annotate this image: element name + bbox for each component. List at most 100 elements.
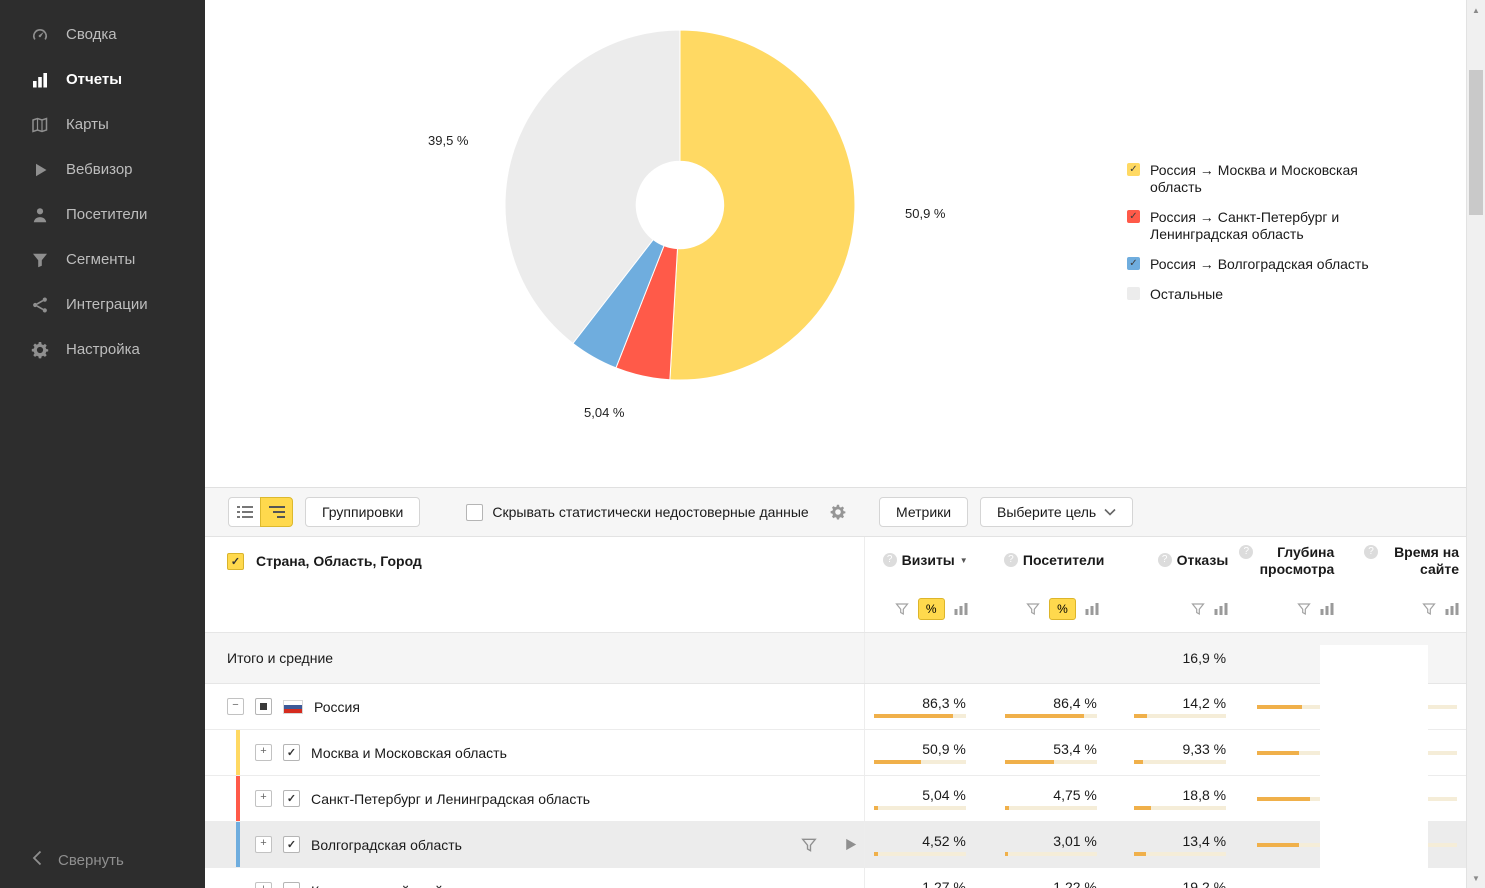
visits-bar — [873, 806, 966, 810]
row-checkbox[interactable] — [283, 744, 300, 761]
expand-row-button[interactable]: + — [255, 790, 272, 807]
list-view-icon — [236, 506, 253, 518]
collapse-row-button[interactable]: − — [227, 698, 244, 715]
filter-icon[interactable] — [1422, 602, 1436, 616]
visitors-value: 3,01 % — [1053, 833, 1097, 849]
help-icon[interactable]: ? — [1239, 544, 1254, 559]
row-checkbox[interactable] — [283, 882, 300, 888]
pie-slice-3[interactable] — [504, 29, 681, 345]
tree-view-button[interactable] — [260, 497, 293, 527]
dimension-header[interactable]: Страна, Область, Город — [256, 553, 422, 569]
column-header-visitors[interactable]: ? Посетители — [976, 552, 1107, 570]
sidebar: Сводка Отчеты Карты Вебвизор — [0, 0, 205, 888]
sidebar-item-label: Интеграции — [66, 296, 148, 313]
sidebar-item-settings[interactable]: Настройка — [0, 327, 205, 372]
row-webvisor-play-icon[interactable] — [843, 837, 858, 852]
sidebar-item-visitors[interactable]: Посетители — [0, 192, 205, 237]
scroll-down-arrow[interactable]: ▼ — [1472, 873, 1480, 883]
expand-row-button[interactable]: + — [255, 882, 272, 888]
groupings-button[interactable]: Группировки — [305, 497, 421, 527]
row-label[interactable]: Санкт-Петербург и Ленинградская область — [311, 790, 591, 807]
scrollbar-thumb[interactable] — [1469, 70, 1483, 215]
column-header-bounce[interactable]: ? Отказы — [1107, 552, 1236, 570]
sidebar-item-reports[interactable]: Отчеты — [0, 57, 205, 102]
chart-toggle-icon[interactable] — [954, 602, 968, 615]
sidebar-item-maps[interactable]: Карты — [0, 102, 205, 147]
help-icon[interactable]: ? — [1363, 544, 1378, 559]
legend-checkbox[interactable] — [1127, 257, 1140, 270]
pie-label-others: 39,5 % — [428, 133, 469, 148]
chart-toggle-icon[interactable] — [1214, 602, 1228, 615]
depth-bar — [1257, 796, 1333, 801]
sidebar-item-webvisor[interactable]: Вебвизор — [0, 147, 205, 192]
row-checkbox[interactable] — [283, 790, 300, 807]
person-icon — [30, 205, 50, 225]
column-header-time[interactable]: ? Время на сайте — [1342, 544, 1467, 579]
geo-pie-chart[interactable] — [500, 25, 860, 385]
gauge-icon — [30, 25, 50, 45]
column-header-visits[interactable]: ? Визиты ▼ — [865, 552, 976, 570]
groupings-label: Группировки — [322, 504, 404, 520]
chart-legend: Россия → Москва и Московская область Рос… — [1127, 162, 1437, 303]
pie-slice-0[interactable] — [669, 29, 856, 381]
sidebar-item-summary[interactable]: Сводка — [0, 12, 205, 57]
bounce-value: 14,2 % — [1182, 695, 1227, 711]
vertical-scrollbar[interactable]: ▲ ▼ — [1466, 0, 1485, 888]
sidebar-item-label: Сегменты — [66, 251, 136, 268]
table-row-russia: − Россия 86,3 % 86,4 % 14,2 % — [205, 684, 1467, 730]
bounce-bar — [1134, 714, 1227, 718]
russia-flag-icon — [283, 699, 303, 714]
expand-row-button[interactable]: + — [255, 836, 272, 853]
row-label[interactable]: Волгоградская область — [311, 836, 462, 853]
sidebar-collapse-button[interactable]: Свернуть — [0, 838, 205, 882]
sidebar-item-segments[interactable]: Сегменты — [0, 237, 205, 282]
legend-item-others[interactable]: Остальные — [1127, 286, 1437, 303]
list-view-button[interactable] — [228, 497, 261, 527]
percent-toggle[interactable]: % — [1048, 597, 1076, 620]
totals-bounce-value: 16,9 % — [1182, 650, 1227, 666]
legend-checkbox[interactable] — [1127, 163, 1140, 176]
filter-icon[interactable] — [1026, 602, 1040, 616]
hide-unreliable-checkbox[interactable]: Скрывать статистически недостоверные дан… — [466, 503, 809, 521]
legend-label: Россия → Санкт-Петербург и Ленинградская… — [1150, 209, 1340, 242]
scroll-up-arrow[interactable]: ▲ — [1472, 5, 1480, 15]
visits-bar — [873, 760, 966, 764]
chart-toggle-icon[interactable] — [1085, 602, 1099, 615]
legend-item-moscow[interactable]: Россия → Москва и Московская область — [1127, 162, 1437, 196]
chart-toggle-icon[interactable] — [1445, 602, 1459, 615]
goal-select-button[interactable]: Выберите цель — [980, 497, 1134, 527]
expand-row-button[interactable]: + — [255, 744, 272, 761]
checkbox[interactable] — [466, 503, 484, 521]
visitors-bar — [1004, 760, 1097, 764]
sidebar-item-integrations[interactable]: Интеграции — [0, 282, 205, 327]
select-all-checkbox[interactable] — [227, 552, 244, 570]
row-label[interactable]: Краснодарский край — [311, 883, 443, 888]
legend-checkbox[interactable] — [1127, 287, 1140, 300]
settings-gear-icon[interactable] — [829, 503, 847, 521]
column-header-depth[interactable]: ? Глубина просмотра — [1236, 544, 1342, 579]
table-row-volgograd: + Волгоградская область 4,52 % 3,01 % 13… — [205, 822, 1467, 868]
series-color-stripe — [236, 776, 240, 821]
visits-value: 50,9 % — [922, 741, 966, 757]
help-icon[interactable]: ? — [882, 553, 897, 568]
totals-row: Итого и средние 16,9 % — [205, 633, 1467, 684]
row-label[interactable]: Москва и Московская область — [311, 744, 507, 761]
row-checkbox[interactable] — [283, 836, 300, 853]
row-checkbox[interactable] — [255, 698, 272, 715]
collapse-label: Свернуть — [58, 851, 124, 869]
legend-item-spb[interactable]: Россия → Санкт-Петербург и Ленинградская… — [1127, 209, 1437, 243]
row-label[interactable]: Россия — [314, 698, 360, 715]
metrics-button[interactable]: Метрики — [879, 497, 969, 527]
percent-toggle[interactable]: % — [917, 597, 945, 620]
chart-toggle-icon[interactable] — [1320, 602, 1334, 615]
legend-checkbox[interactable] — [1127, 210, 1140, 223]
visits-bar — [873, 852, 966, 856]
filter-icon[interactable] — [894, 602, 909, 616]
row-filter-icon[interactable] — [801, 837, 817, 853]
help-icon[interactable]: ? — [1157, 553, 1172, 568]
help-icon[interactable]: ? — [1003, 553, 1018, 568]
bounce-bar — [1134, 852, 1227, 856]
filter-icon[interactable] — [1297, 602, 1312, 616]
filter-icon[interactable] — [1191, 602, 1206, 616]
legend-item-volgograd[interactable]: Россия → Волгоградская область — [1127, 256, 1437, 273]
